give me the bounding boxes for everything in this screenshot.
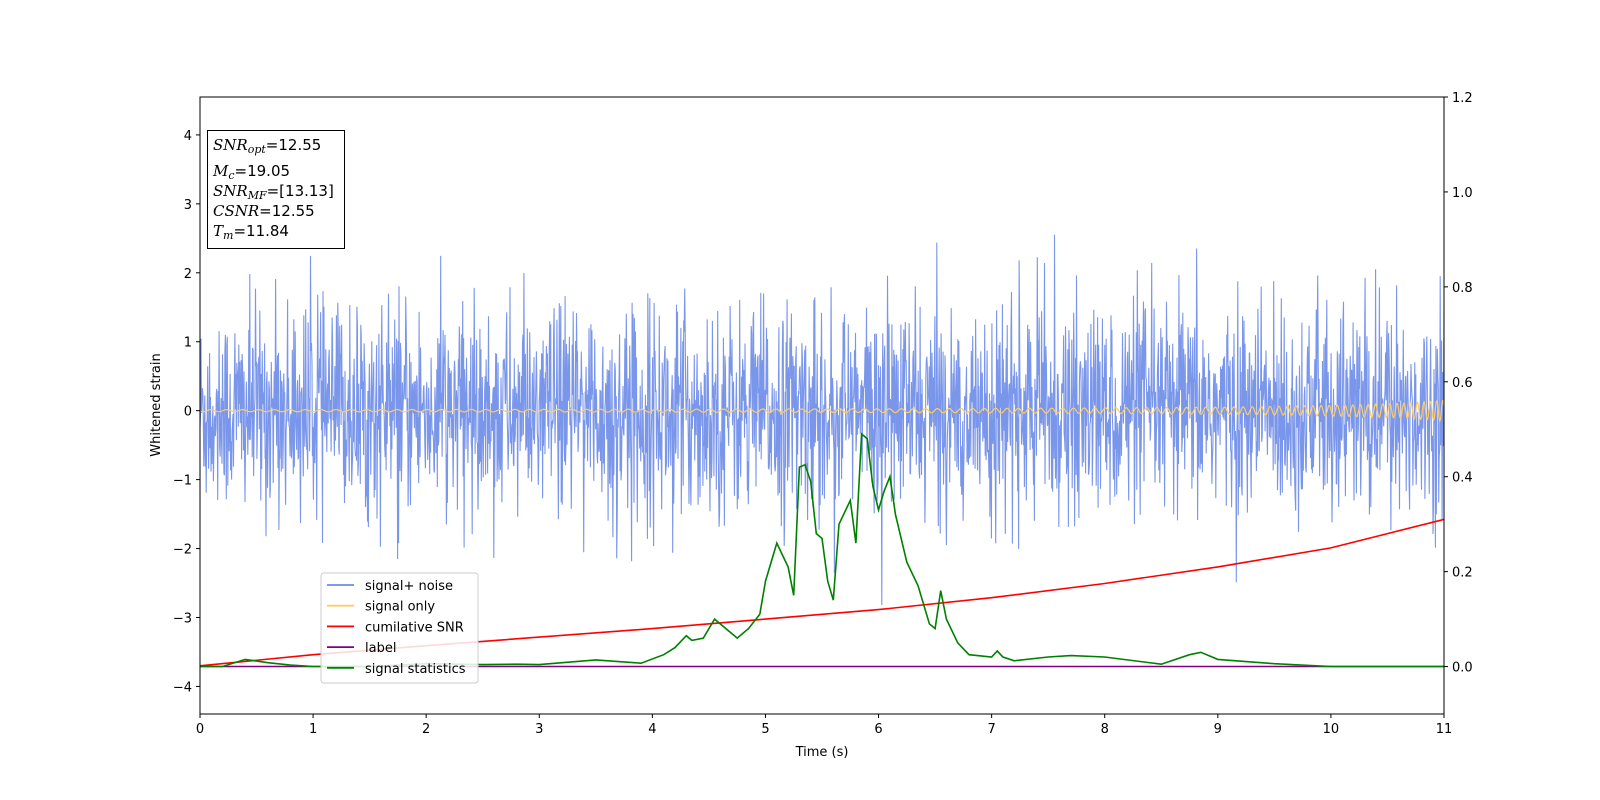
x-tick-label: 10 — [1323, 722, 1340, 737]
series-signal-statistics — [200, 432, 1444, 668]
y-right-tick-label: 0.4 — [1452, 471, 1473, 486]
y-right-tick-label: 1.2 — [1452, 91, 1473, 106]
snr-opt-row: SNRopt=12.55 — [213, 135, 344, 161]
snr-mf-row: SNRMF=[13.13] — [213, 181, 344, 201]
mc-subscript: c — [228, 169, 235, 182]
x-tick-label: 3 — [535, 722, 543, 737]
legend-entry-label: label — [365, 641, 396, 656]
x-tick-label: 9 — [1214, 722, 1222, 737]
snr-opt-subscript: opt — [247, 143, 266, 156]
snr-mf-value: =[13.13] — [266, 182, 334, 200]
y-axis-label: Whitened strain — [149, 353, 164, 456]
csnr-row: CSNR=12.55 — [213, 201, 344, 221]
legend-entry-label: signal statistics — [365, 662, 466, 677]
x-tick-label: 2 — [422, 722, 430, 737]
snr-opt-symbol: SNR — [213, 136, 248, 154]
y-tick-label: −3 — [173, 611, 192, 626]
x-tick-label: 11 — [1436, 722, 1453, 737]
y-tick-label: 4 — [184, 129, 192, 144]
legend-entry-label: signal only — [365, 600, 435, 615]
y-tick-label: 1 — [184, 336, 192, 351]
legend: signal+ noise signal only cumilative SNR la… — [320, 572, 479, 684]
y-right-tick-label: 1.0 — [1452, 186, 1473, 201]
y-tick-label: 0 — [184, 405, 192, 420]
y-tick-label: 3 — [184, 198, 192, 213]
x-tick-label: 1 — [309, 722, 317, 737]
snr-mf-symbol: SNR — [213, 182, 248, 200]
tm-symbol: T — [213, 222, 224, 240]
legend-entry-label: signal+ noise — [365, 579, 453, 594]
x-axis: 0 1 2 3 4 5 6 7 8 9 10 11 — [196, 714, 1452, 737]
mc-value: =19.05 — [234, 162, 291, 180]
y-right-tick-label: 0.2 — [1452, 566, 1473, 581]
snr-mf-subscript: MF — [247, 189, 267, 202]
snr-info-box: SNRopt=12.55 Mc=19.05 SNRMF=[13.13] CSNR… — [207, 130, 345, 249]
csnr-value: =12.55 — [259, 202, 315, 220]
y-axis-right: 1.2 1.0 0.8 0.6 0.4 0.2 0.0 — [1444, 91, 1473, 676]
x-tick-label: 0 — [196, 722, 204, 737]
legend-entry-label: cumilative SNR — [365, 620, 464, 635]
y-tick-label: 2 — [184, 267, 192, 282]
series-signal-noise — [199, 234, 1444, 606]
plot-frame — [199, 96, 1445, 715]
y-right-tick-label: 0.6 — [1452, 376, 1473, 391]
y-right-tick-label: 0.0 — [1452, 661, 1473, 676]
y-tick-label: −1 — [173, 474, 192, 489]
x-tick-label: 4 — [648, 722, 656, 737]
y-right-tick-label: 0.8 — [1452, 281, 1473, 296]
x-tick-label: 5 — [761, 722, 769, 737]
x-axis-label: Time (s) — [795, 745, 849, 760]
mc-row: Mc=19.05 — [213, 161, 344, 181]
snr-opt-value: =12.55 — [265, 136, 322, 154]
tm-subscript: m — [223, 229, 234, 242]
series-signal-only — [199, 399, 1444, 422]
y-tick-label: −2 — [173, 543, 192, 558]
x-tick-label: 7 — [987, 722, 995, 737]
x-tick-label: 6 — [874, 722, 882, 737]
csnr-symbol: CSNR — [213, 202, 260, 220]
legend-box — [320, 572, 479, 684]
tm-value: =11.84 — [233, 222, 289, 240]
y-tick-label: −4 — [173, 680, 192, 695]
mc-symbol: M — [213, 162, 229, 180]
x-tick-label: 8 — [1101, 722, 1109, 737]
y-axis-left: 4 3 2 1 0 −1 −2 −3 −4 — [173, 129, 200, 695]
tm-row: Tm=11.84 — [213, 221, 344, 241]
